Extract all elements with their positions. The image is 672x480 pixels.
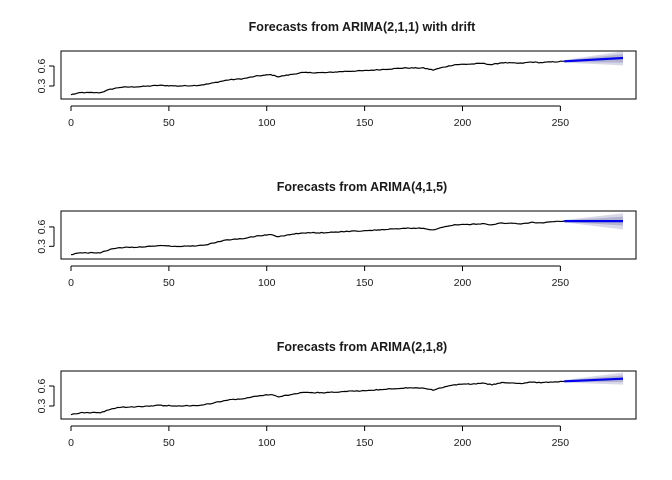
x-tick-label: 0 (68, 437, 74, 449)
panel-1-title: Forecasts from ARIMA(2,1,1) with drift (249, 20, 476, 34)
y-tick-label: 0.3 (36, 239, 48, 254)
x-tick-label: 250 (552, 437, 570, 449)
history-series-line (70, 220, 565, 256)
x-axis: 0 50 100 150 200 250 (68, 425, 570, 449)
y-axis: 0.30.6 (36, 379, 55, 414)
y-tick-label: 0.6 (36, 59, 48, 74)
panel-3-title: Forecasts from ARIMA(2,1,8) (277, 340, 447, 354)
x-tick-label: 100 (258, 277, 276, 289)
y-tick-label: 0.3 (36, 79, 48, 94)
y-tick-label: 0.6 (36, 219, 48, 234)
x-axis: 0 50 100 150 200 250 (68, 265, 570, 289)
x-tick-label: 50 (163, 437, 175, 449)
forecast-mean-line (564, 377, 624, 383)
y-axis: 0.30.6 (36, 59, 55, 94)
y-tick-label: 0.6 (36, 379, 48, 394)
x-tick-label: 250 (552, 117, 570, 129)
plot-frame (60, 210, 637, 260)
x-tick-label: 100 (258, 437, 276, 449)
forecast-mean-line (564, 56, 624, 63)
panel-3: Forecasts from ARIMA(2,1,8) 0 50 100 150 200… (36, 340, 637, 449)
history-series-line (70, 380, 565, 416)
x-tick-label: 150 (356, 277, 374, 289)
y-axis: 0.30.6 (36, 219, 55, 254)
x-tick-label: 200 (454, 117, 472, 129)
panel-2-title: Forecasts from ARIMA(4,1,5) (277, 180, 447, 194)
x-tick-label: 0 (68, 117, 74, 129)
history-series-line (70, 60, 565, 96)
x-tick-label: 100 (258, 117, 276, 129)
x-tick-label: 250 (552, 277, 570, 289)
x-tick-label: 50 (163, 117, 175, 129)
x-axis: 0 50 100 150 200 250 (68, 105, 570, 129)
plot-frame (60, 50, 637, 100)
x-tick-label: 150 (356, 437, 374, 449)
x-tick-label: 200 (454, 277, 472, 289)
x-tick-label: 200 (454, 437, 472, 449)
x-tick-label: 150 (356, 117, 374, 129)
plot-frame (60, 370, 637, 420)
y-tick-label: 0.3 (36, 399, 48, 414)
x-tick-label: 50 (163, 277, 175, 289)
panel-2: Forecasts from ARIMA(4,1,5) 0 50 100 150 200… (36, 180, 637, 289)
x-tick-label: 0 (68, 277, 74, 289)
panel-1: Forecasts from ARIMA(2,1,1) with drift 0… (36, 20, 637, 129)
